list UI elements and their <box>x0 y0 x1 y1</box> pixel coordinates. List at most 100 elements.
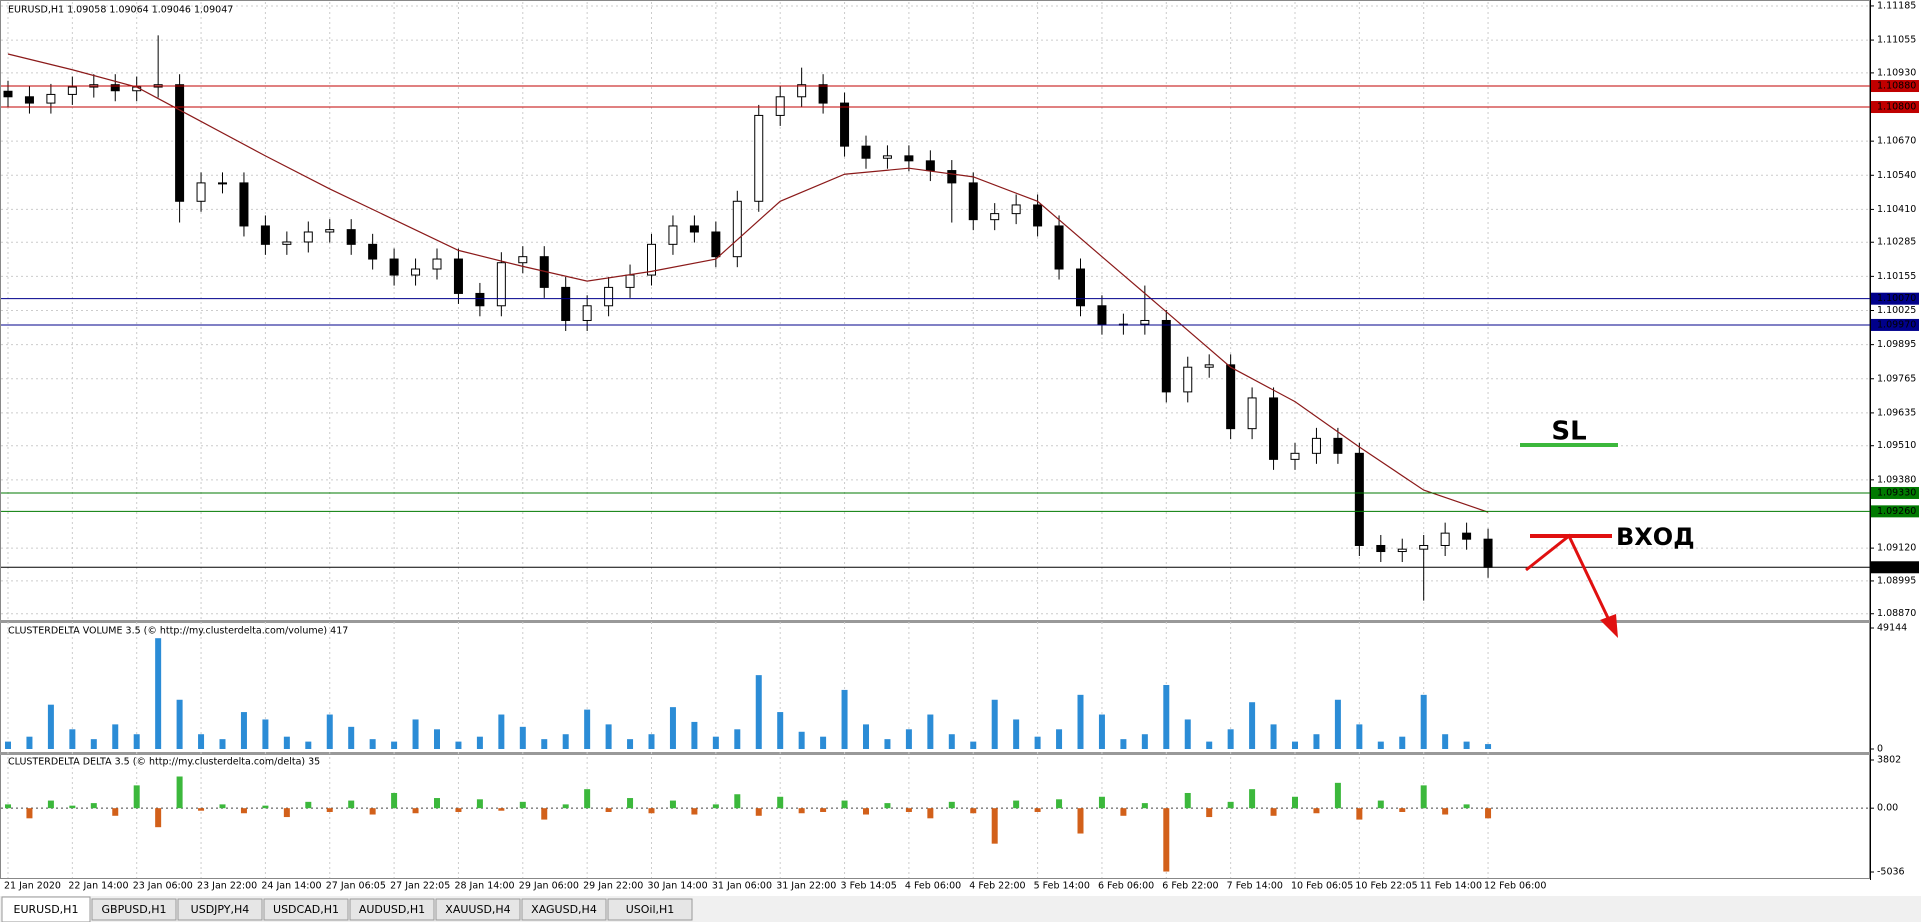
x-tick-label: 11 Feb 14:00 <box>1420 881 1482 892</box>
level-label: 1.09970 <box>1877 319 1916 330</box>
bar <box>90 803 97 809</box>
bar <box>369 739 376 749</box>
candle-body <box>1097 305 1107 325</box>
bar <box>1141 734 1148 749</box>
bar <box>1120 808 1127 816</box>
level-label: 1.10880 <box>1877 81 1916 92</box>
y-tick-label: 1.10025 <box>1877 305 1916 316</box>
tab-label[interactable]: USOil,H1 <box>626 903 675 916</box>
bar <box>176 776 183 809</box>
bar <box>884 803 891 809</box>
bar <box>1377 800 1384 809</box>
tab-bg[interactable] <box>435 898 521 921</box>
y-tick-label: 1.11185 <box>1877 0 1916 11</box>
tab-label[interactable]: USDJPY,H4 <box>191 903 250 916</box>
tab-label[interactable]: GBPUSD,H1 <box>102 903 167 916</box>
bar <box>1227 801 1234 809</box>
indicator-title: CLUSTERDELTA VOLUME 3.5 (© http://my.clu… <box>8 626 348 637</box>
candle-body <box>175 84 185 202</box>
tab-bg[interactable] <box>607 898 693 921</box>
bar <box>1163 808 1170 872</box>
bar <box>455 741 462 749</box>
y-tick-label: 49144 <box>1877 623 1907 634</box>
candle-body <box>1183 366 1193 393</box>
bar <box>1013 719 1020 749</box>
chart-title: EURUSD,H1 1.09058 1.09064 1.09046 1.0904… <box>8 5 233 16</box>
tab-bg[interactable] <box>521 898 607 921</box>
level-label: 1.09047 <box>1877 562 1916 573</box>
tab-bg[interactable] <box>177 898 263 921</box>
bar <box>1313 808 1320 814</box>
bar <box>605 808 612 812</box>
bar <box>1292 796 1298 809</box>
candle-body <box>1204 364 1214 368</box>
bar <box>69 729 76 749</box>
level-label: 1.09260 <box>1877 506 1916 517</box>
bar <box>884 739 891 749</box>
bar <box>584 709 591 749</box>
x-tick-label: 3 Feb 14:05 <box>841 881 897 892</box>
tab-label[interactable]: USDCAD,H1 <box>273 903 339 916</box>
bar <box>326 714 333 749</box>
tab-bg[interactable] <box>91 898 177 921</box>
bar <box>112 808 119 816</box>
tab-label[interactable]: EURUSD,H1 <box>14 903 79 916</box>
tab-label[interactable]: AUDUSD,H1 <box>359 903 425 916</box>
candle-body <box>990 213 1000 221</box>
panel-separator <box>0 752 1870 755</box>
bar <box>5 804 11 809</box>
bar <box>798 731 805 749</box>
bar <box>1463 741 1470 749</box>
candle-body <box>904 155 914 162</box>
tab-label[interactable]: XAGUSD,H4 <box>531 903 597 916</box>
bar <box>820 808 827 812</box>
x-tick-label: 24 Jan 14:00 <box>261 881 321 892</box>
indicator-title: CLUSTERDELTA DELTA 3.5 (© http://my.clus… <box>8 757 320 768</box>
y-tick-label: 1.09120 <box>1877 543 1916 554</box>
bar <box>1292 741 1298 749</box>
x-tick-label: 27 Jan 22:05 <box>390 881 450 892</box>
bar <box>112 724 119 749</box>
y-tick-label: 1.08995 <box>1877 575 1916 586</box>
bar <box>476 799 483 809</box>
candle-body <box>775 96 785 116</box>
bar <box>1334 699 1341 749</box>
candle-body <box>496 262 506 307</box>
tab-bg[interactable] <box>1 896 91 922</box>
bar <box>262 805 269 809</box>
bar <box>155 638 162 749</box>
tab-label[interactable]: XAUUSD,H4 <box>445 903 510 916</box>
bar <box>1356 808 1363 820</box>
candle-body <box>303 231 313 243</box>
level-label-bg <box>1871 505 1919 518</box>
candle-body <box>411 268 421 276</box>
bar <box>712 804 719 809</box>
arrow-head <box>1600 614 1618 638</box>
candle-body <box>625 274 635 288</box>
candle-body <box>1354 452 1364 546</box>
y-tick-label: 1.10285 <box>1877 237 1916 248</box>
bar <box>519 801 526 809</box>
bar <box>26 736 33 749</box>
candle-body <box>432 258 442 270</box>
x-tick-label: 31 Jan 22:00 <box>776 881 836 892</box>
level-label-bg <box>1871 561 1919 574</box>
x-tick-label: 6 Feb 22:00 <box>1162 881 1218 892</box>
bar <box>712 736 719 749</box>
candle-body <box>1397 548 1407 553</box>
candle-body <box>711 231 721 258</box>
level-label: 1.09330 <box>1877 487 1916 498</box>
tab-bg[interactable] <box>263 898 349 921</box>
tab-bg[interactable] <box>349 898 435 921</box>
bar <box>1184 719 1191 749</box>
bar <box>1206 808 1213 818</box>
x-tick-label: 23 Jan 22:00 <box>197 881 257 892</box>
x-tick-label: 12 Feb 06:00 <box>1484 881 1546 892</box>
x-tick-label: 28 Jan 14:00 <box>454 881 514 892</box>
x-tick-label: 29 Jan 22:00 <box>583 881 643 892</box>
bar <box>69 805 76 809</box>
bar <box>669 800 676 809</box>
bar <box>391 741 398 749</box>
candle-body <box>818 84 828 104</box>
